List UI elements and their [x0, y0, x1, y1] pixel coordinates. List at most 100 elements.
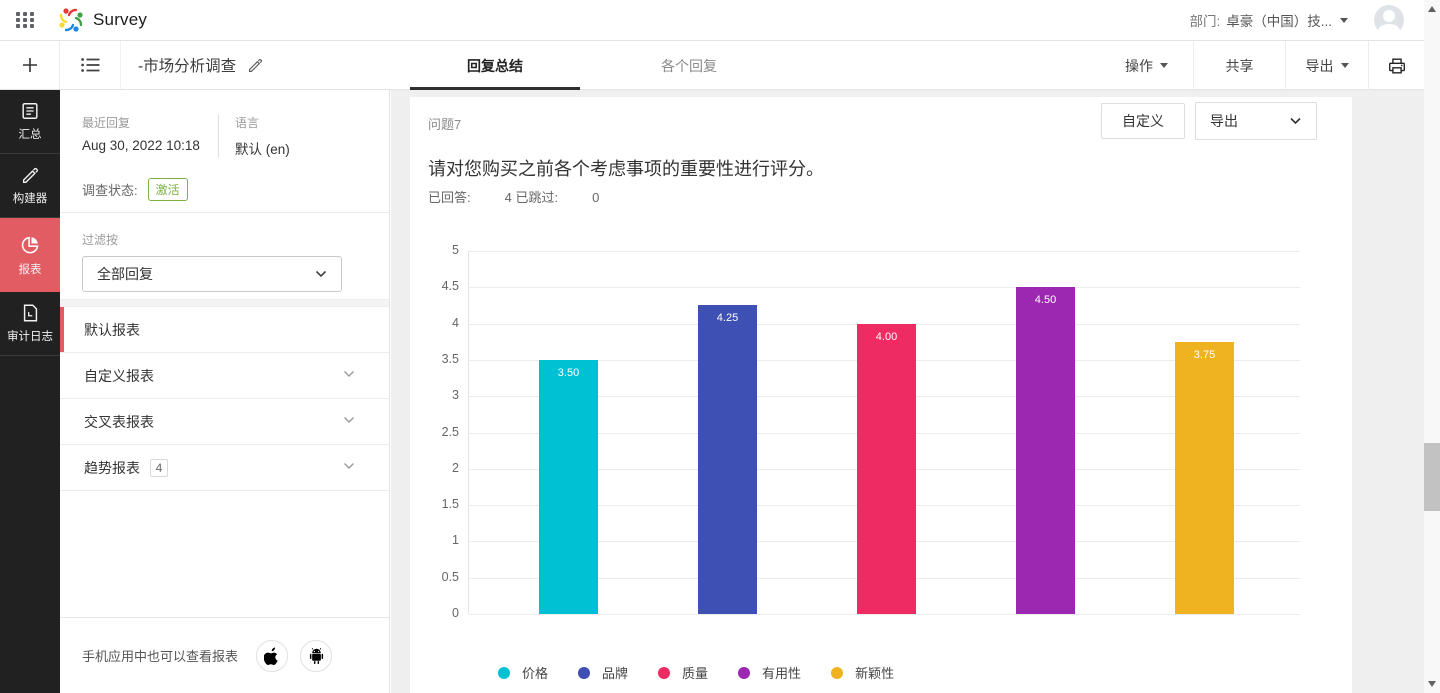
operations-label: 操作 [1125, 57, 1153, 74]
report-count-badge: 4 [150, 458, 168, 477]
printer-icon [1388, 58, 1405, 73]
legend-dot-icon [498, 666, 510, 679]
legend-item-新颖性[interactable]: 新颖性 [831, 663, 894, 682]
sidebar-item-label: 汇总 [18, 129, 42, 141]
report-item-trend[interactable]: 趋势报表 4 [60, 445, 389, 491]
survey-list-button[interactable] [60, 41, 121, 89]
y-axis-tick-label: 2 [452, 460, 459, 475]
legend-dot-icon [738, 666, 751, 679]
edit-title-icon[interactable] [247, 57, 264, 74]
sidebar-item-builder[interactable]: 构建器 [0, 154, 60, 218]
export-label: 导出 [1305, 57, 1334, 74]
y-axis-tick-label: 3.5 [441, 351, 459, 366]
y-axis-tick-label: 1 [452, 533, 459, 548]
survey-title: -市场分析调查 [138, 58, 237, 75]
report-item-label: 默认报表 [84, 321, 140, 338]
legend-dot-icon [658, 666, 671, 679]
status-badge: 激活 [147, 178, 188, 201]
chevron-down-icon [344, 417, 354, 423]
report-item-label: 自定义报表 [84, 367, 154, 384]
legend-item-品牌[interactable]: 品牌 [578, 663, 628, 682]
bar-价格[interactable]: 3.50 [539, 359, 598, 614]
reports-panel: 最近回复 Aug 30, 2022 10:18 语言 默认 (en) 调查状态:… [60, 90, 390, 693]
report-item-default[interactable]: 默认报表 [60, 307, 389, 353]
app-grid-icon[interactable] [16, 12, 35, 28]
report-item-label: 趋势报表 [84, 459, 140, 476]
sidebar-item-summary[interactable]: 汇总 [0, 90, 60, 154]
report-tabs: 回复总结 各个回复 [410, 41, 774, 90]
pie-chart-icon [21, 236, 39, 253]
page-scrollbar[interactable] [1424, 0, 1440, 693]
report-item-custom[interactable]: 自定义报表 [60, 353, 389, 399]
department-selector[interactable]: 部门: 卓豪（中国）技... [1189, 10, 1348, 30]
caret-down-icon [1340, 17, 1348, 23]
legend-label: 质量 [682, 666, 709, 681]
question-title: 请对您购买之前各个考虑事项的重要性进行评分。 [428, 159, 824, 179]
sidebar-item-audit-log[interactable]: 审计日志 [0, 292, 60, 356]
customize-button[interactable]: 自定义 [1101, 103, 1185, 139]
summary-icon [22, 103, 38, 119]
sidebar-item-label: 审计日志 [7, 331, 53, 343]
legend-label: 品牌 [602, 666, 629, 681]
operations-menu-button[interactable]: 操作 [1100, 41, 1193, 90]
top-bar: Survey 部门: 卓豪（中国）技... [0, 0, 1440, 41]
pencil-icon [22, 167, 38, 183]
bar-新颖性[interactable]: 3.75 [1175, 341, 1234, 614]
legend-item-价格[interactable]: 价格 [498, 663, 548, 682]
chart-export-dropdown[interactable]: 导出 [1195, 102, 1317, 140]
filter-by-label: 过滤按 [82, 233, 119, 247]
share-button[interactable]: 共享 [1193, 41, 1285, 90]
chevron-down-icon [315, 270, 327, 278]
y-axis-tick-label: 0.5 [441, 569, 459, 584]
app-name: Survey [93, 10, 148, 29]
legend-label: 有用性 [762, 666, 802, 681]
y-axis-tick-label: 4 [452, 315, 459, 330]
print-button[interactable] [1368, 41, 1424, 90]
export-menu-button[interactable]: 导出 [1285, 41, 1368, 90]
legend-item-有用性[interactable]: 有用性 [738, 663, 801, 682]
chevron-down-icon [1290, 117, 1301, 125]
answered-label: 已回答: [428, 190, 471, 205]
report-item-label: 交叉表报表 [84, 413, 154, 430]
tab-individual-responses[interactable]: 各个回复 [661, 57, 717, 74]
user-avatar[interactable] [1374, 5, 1404, 35]
question-meta: 已回答: 4 已跳过: 0 [428, 187, 599, 206]
bar-品牌[interactable]: 4.25 [698, 305, 757, 614]
android-store-button[interactable] [300, 639, 333, 672]
y-axis-tick-label: 4.5 [441, 279, 459, 294]
report-content: 问题7 自定义 导出 请对您购买之前各个考虑事项的重要性进行评分。 已回答: 4 … [391, 90, 1424, 693]
skipped-label: 已跳过: [515, 190, 559, 205]
filter-dropdown[interactable]: 全部回复 [82, 256, 342, 292]
legend-item-质量[interactable]: 质量 [658, 663, 708, 682]
y-axis-tick-label: 2.5 [441, 424, 459, 439]
recent-response-value: Aug 30, 2022 10:18 [82, 138, 200, 153]
add-survey-button[interactable] [0, 41, 60, 89]
chart-plot: 5 4.5 4 3.5 3 2.5 2 1.5 1 0.5 0 3.50 4.25 4.00 4.50 3.7… [442, 243, 1300, 620]
skipped-value: 0 [592, 190, 600, 205]
tab-response-summary[interactable]: 回复总结 [410, 41, 580, 90]
department-label: 部门: [1189, 14, 1221, 29]
y-axis-tick-label: 5 [452, 243, 459, 257]
legend-label: 新颖性 [855, 666, 895, 681]
share-label: 共享 [1225, 57, 1254, 74]
plus-icon [22, 58, 37, 72]
caret-down-icon [1340, 63, 1349, 68]
bar-有用性[interactable]: 4.50 [1016, 287, 1075, 614]
sidebar-item-reports[interactable]: 报表 [0, 218, 60, 292]
filter-selected-value: 全部回复 [97, 266, 153, 282]
scroll-down-arrow-icon[interactable] [1428, 681, 1436, 687]
app-store-button[interactable] [256, 639, 289, 672]
bar-value-label: 4.00 [875, 330, 898, 343]
scroll-up-arrow-icon[interactable] [1428, 6, 1436, 12]
list-icon [80, 58, 99, 72]
mobile-app-hint: 手机应用中也可以查看报表 [82, 649, 239, 664]
language-value: 默认 (en) [235, 142, 290, 157]
bar-value-label: 3.75 [1193, 348, 1216, 361]
scrollbar-thumb[interactable] [1424, 443, 1440, 511]
recent-response-label: 最近回复 [82, 116, 131, 130]
sidebar-item-label: 构建器 [12, 193, 48, 205]
bar-value-label: 4.25 [716, 312, 739, 325]
bar-质量[interactable]: 4.00 [857, 323, 916, 614]
gridline [469, 287, 1300, 289]
report-item-crosstab[interactable]: 交叉表报表 [60, 399, 389, 445]
